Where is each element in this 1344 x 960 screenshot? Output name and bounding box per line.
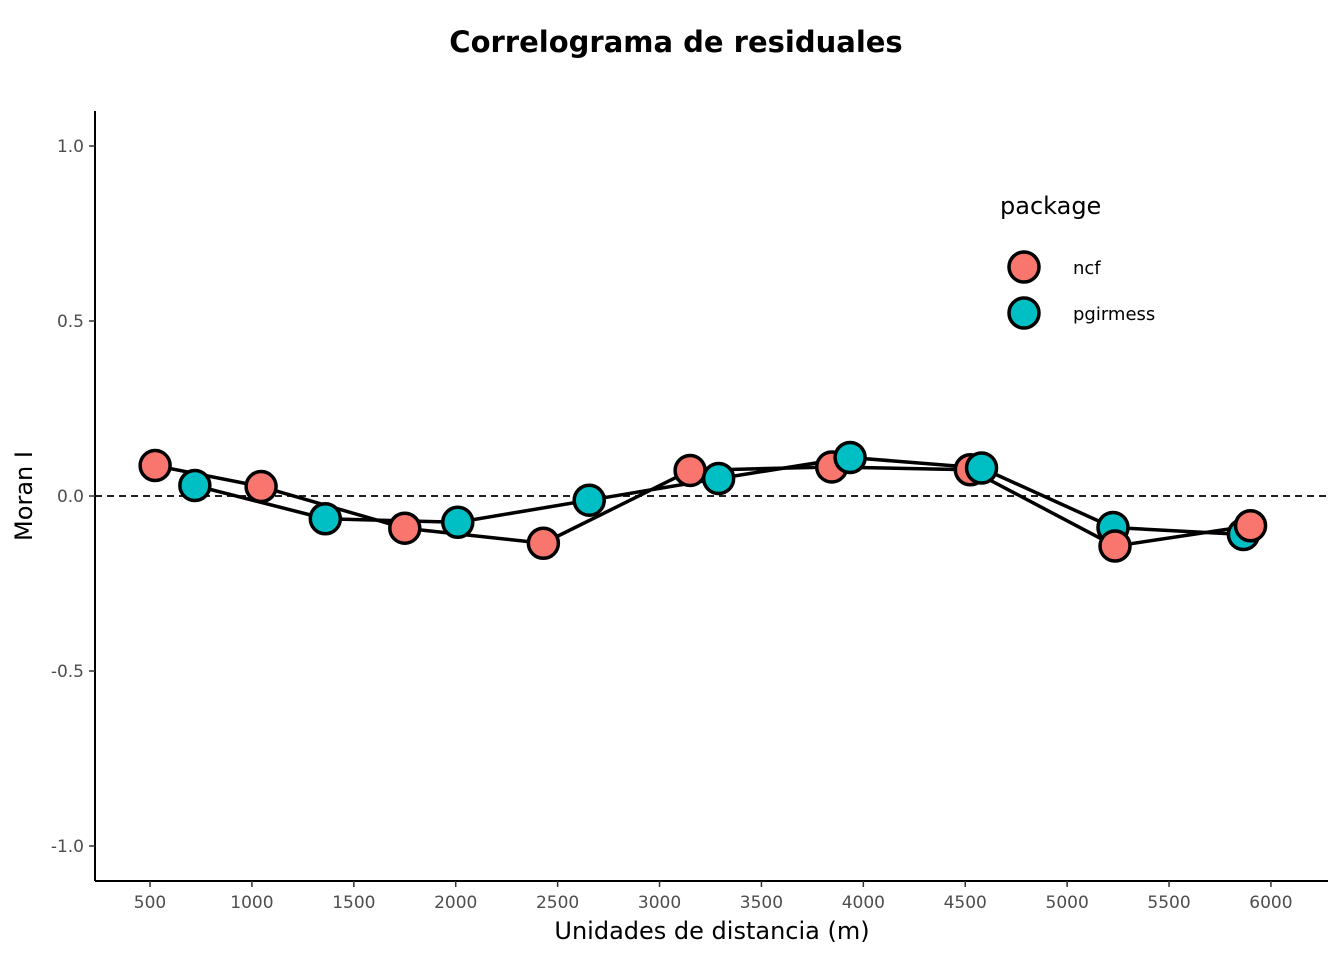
data-point-pgirmess xyxy=(833,440,867,475)
data-point-ncf xyxy=(138,448,172,483)
legend-title: package xyxy=(1000,192,1101,220)
y-ticks: 1.0 0.5 0.0 -0.5 -1.0 xyxy=(51,137,95,857)
y-tick-label: 1.0 xyxy=(57,137,84,157)
data-point-pgirmess xyxy=(572,483,606,517)
y-tick-label: -1.0 xyxy=(51,837,84,857)
data-point-ncf xyxy=(1233,509,1268,543)
x-tick-label: 5000 xyxy=(1046,893,1089,913)
data-point-ncf xyxy=(244,469,278,504)
y-tick-label: 0.5 xyxy=(57,312,84,332)
legend: package ncf pgirmess xyxy=(1000,192,1155,330)
axes: 1.0 0.5 0.0 -0.5 -1.0 500 1000 1500 2000 2500 300… xyxy=(51,111,1328,913)
chart-title: Correlograma de residuales xyxy=(449,25,902,59)
data-point-ncf xyxy=(673,453,707,488)
x-tick-label: 500 xyxy=(134,893,166,913)
legend-label-pgirmess: pgirmess xyxy=(1073,304,1155,325)
x-tick-label: 4000 xyxy=(842,893,885,913)
legend-key-ncf xyxy=(1007,250,1041,284)
data-point-ncf xyxy=(1098,529,1132,563)
data-point-pgirmess xyxy=(178,468,212,503)
data-point-pgirmess xyxy=(441,505,475,539)
data-point-ncf xyxy=(388,511,422,545)
x-tick-label: 2500 xyxy=(536,893,579,913)
legend-label-ncf: ncf xyxy=(1073,258,1101,279)
data-point-ncf xyxy=(526,526,561,560)
x-tick-label: 2000 xyxy=(434,893,477,913)
x-axis-title: Unidades de distancia (m) xyxy=(554,917,869,945)
x-tick-label: 3500 xyxy=(740,893,783,913)
x-tick-label: 1000 xyxy=(230,893,273,913)
x-tick-label: 4500 xyxy=(944,893,987,913)
x-tick-label: 6000 xyxy=(1249,893,1292,913)
x-tick-label: 1500 xyxy=(332,893,375,913)
y-tick-label: 0.0 xyxy=(57,487,84,507)
series-points xyxy=(138,440,1268,563)
x-ticks: 500 1000 1500 2000 2500 3000 3500 4000 4500 5000 5… xyxy=(134,881,1293,913)
data-point-pgirmess xyxy=(964,451,999,485)
x-tick-label: 5500 xyxy=(1147,893,1190,913)
legend-items: ncf pgirmess xyxy=(1007,250,1155,330)
y-tick-label: -0.5 xyxy=(51,662,84,682)
legend-key-pgirmess xyxy=(1007,296,1041,330)
y-axis-title: Moran I xyxy=(10,451,38,541)
x-tick-label: 3000 xyxy=(638,893,681,913)
data-point-pgirmess xyxy=(701,461,736,496)
data-point-pgirmess xyxy=(308,502,343,536)
